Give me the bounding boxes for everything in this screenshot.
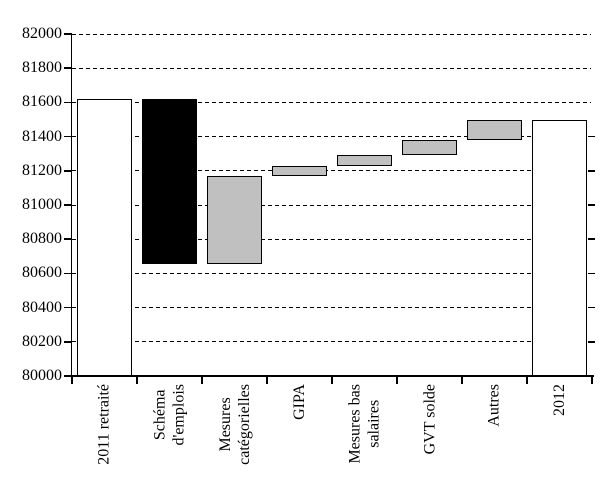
y-tick-label: 80000 xyxy=(22,367,62,384)
x-tick xyxy=(201,376,203,384)
y-tick xyxy=(63,33,72,35)
right-tick xyxy=(587,204,595,206)
y-tick xyxy=(63,67,72,69)
x-tick xyxy=(591,376,593,384)
x-tick xyxy=(136,376,138,384)
right-tick xyxy=(587,238,595,240)
y-tick-label: 80200 xyxy=(22,332,62,350)
grid-line-81800 xyxy=(72,67,591,69)
grid-line-80400 xyxy=(72,307,591,309)
y-tick xyxy=(63,272,72,275)
bar-2012 xyxy=(532,119,587,376)
right-tick xyxy=(587,341,595,343)
y-tick-label: 81000 xyxy=(22,196,62,213)
y-tick xyxy=(63,238,72,240)
grid-line-80600 xyxy=(72,272,591,274)
y-tick-label: 81200 xyxy=(22,161,62,179)
y-axis-line xyxy=(70,33,73,377)
x-axis-label-gvt-solde: GVT solde xyxy=(421,384,438,455)
y-tick xyxy=(63,375,72,377)
x-tick xyxy=(461,376,463,384)
y-tick xyxy=(63,170,72,172)
y-tick xyxy=(63,341,72,343)
grid-line-80800 xyxy=(72,238,591,240)
right-tick xyxy=(587,272,595,275)
y-tick-label: 81400 xyxy=(22,127,62,145)
y-tick xyxy=(63,135,72,138)
x-axis-line xyxy=(70,375,594,377)
x-axis-label-gipa: GIPA xyxy=(291,384,308,420)
grid-line-81200 xyxy=(72,170,591,172)
y-tick xyxy=(63,101,72,104)
bar-schema-emplois xyxy=(142,98,197,264)
x-tick xyxy=(526,376,528,384)
y-tick-label: 81600 xyxy=(22,93,62,111)
grid-line-81400 xyxy=(72,136,591,138)
x-axis-label-2011-retraite: 2011 retraité xyxy=(96,384,113,465)
y-tick xyxy=(63,204,72,206)
y-tick-label: 80600 xyxy=(22,264,62,282)
grid-line-81000 xyxy=(72,204,591,206)
x-axis-label-2012: 2012 xyxy=(551,384,568,416)
bar-mesures-categorielles xyxy=(207,175,262,264)
bar-autres xyxy=(467,119,522,141)
y-tick-label: 80800 xyxy=(22,230,62,248)
y-tick-label: 81800 xyxy=(22,59,62,77)
bar-gipa xyxy=(272,165,327,176)
grid-line-82000 xyxy=(72,33,591,35)
y-tick xyxy=(63,306,72,309)
y-tick-label: 82000 xyxy=(22,25,62,42)
bar-2011-retraite xyxy=(77,98,132,376)
x-tick xyxy=(266,376,268,384)
grid-line-81600 xyxy=(72,101,591,103)
y-tick-label: 80400 xyxy=(22,298,62,316)
x-axis-label-mesures-bas-salaires: Mesures bas salaires xyxy=(346,384,383,464)
x-axis-label-schema-emplois: Schéma d'emplois xyxy=(151,384,188,446)
x-tick xyxy=(396,376,398,384)
right-tick xyxy=(587,170,595,172)
x-axis-label-autres: Autres xyxy=(486,384,503,427)
bar-mesures-bas-salaires xyxy=(337,155,392,166)
right-tick xyxy=(587,306,595,309)
x-axis-label-mesures-categorielles: Mesures catégorielles xyxy=(216,384,253,465)
bar-gvt-solde xyxy=(402,140,457,156)
grid-line-80200 xyxy=(72,341,591,343)
x-tick xyxy=(331,376,333,384)
x-tick xyxy=(71,376,73,384)
right-tick xyxy=(587,135,595,138)
